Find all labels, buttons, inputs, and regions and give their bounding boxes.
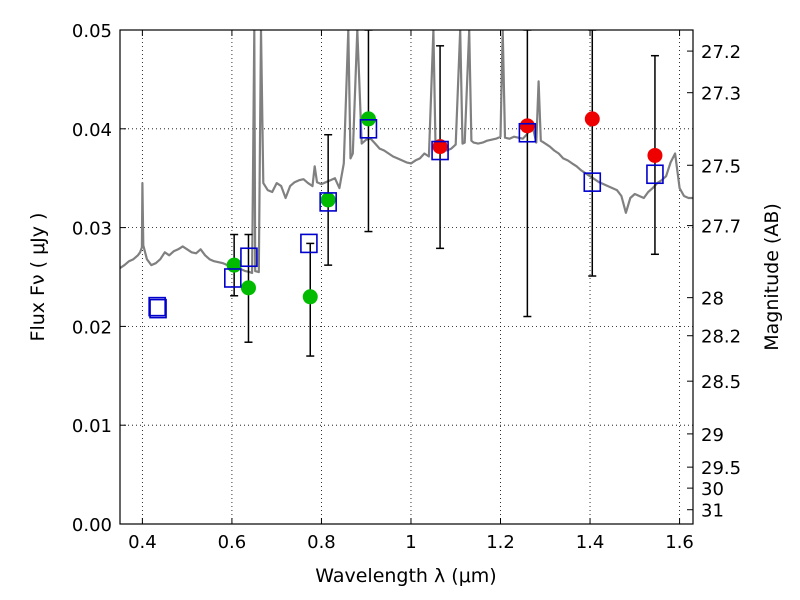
y-tick-label: 0.03	[72, 219, 112, 240]
model-photometry-box	[149, 298, 167, 319]
red-data-point	[519, 118, 535, 134]
model-photometry-box	[518, 122, 537, 143]
x-tick-label: 0.8	[307, 532, 336, 553]
y-tick-label: 0.01	[72, 416, 112, 437]
axis-ticks: 0.4 0.6 0.8 1 1.2 1.4 1.6 0.00 0.01 0.02 0.03 0.04 0…	[72, 21, 741, 553]
mag-tick-label: 28.5	[701, 372, 741, 393]
y2-axis-label: Magnitude (AB)	[761, 203, 783, 351]
model-photometry-box	[319, 192, 337, 212]
mag-tick-label: 27.5	[701, 156, 741, 177]
red-data-point	[647, 147, 663, 163]
model-spectrum-line	[120, 30, 693, 275]
mag-tick-label: 28	[701, 289, 724, 310]
plot-frame	[119, 29, 694, 525]
model-photometry-box	[646, 164, 664, 185]
green-data-point	[302, 289, 318, 305]
x-tick-label: 1.2	[486, 532, 515, 553]
mag-tick-label: 29	[701, 425, 724, 446]
model-photometry-box	[240, 247, 258, 268]
y-tick-label: 0.05	[72, 21, 112, 42]
y-tick-label: 0.02	[72, 317, 112, 338]
red-data-point	[584, 111, 600, 127]
x-tick-label: 0.6	[218, 532, 247, 553]
x-tick-label: 1.6	[665, 532, 694, 553]
mag-tick-label: 29.5	[701, 458, 741, 479]
model-photometry-box	[431, 140, 449, 161]
y-axis-label: Flux Fν ( μJy )	[27, 213, 49, 342]
red-data-point	[432, 139, 448, 155]
model-photometry-box	[583, 172, 602, 192]
model-photometry-box	[300, 233, 318, 254]
model-photometry-box	[148, 296, 166, 317]
model-photometry-box	[359, 119, 378, 139]
green-data-point	[240, 280, 256, 296]
mag-tick-label: 27.2	[701, 42, 741, 63]
mag-tick-label: 31	[701, 501, 724, 522]
mag-tick-label: 28.2	[701, 327, 741, 348]
model-photometry-box	[224, 268, 242, 288]
x-tick-label: 1	[405, 532, 416, 553]
x-tick-label: 0.4	[128, 532, 157, 553]
x-tick-label: 1.4	[576, 532, 605, 553]
y-tick-label: 0.04	[72, 120, 112, 141]
green-data-point	[320, 192, 336, 208]
green-data-point	[360, 111, 376, 127]
y-tick-label: 0.00	[72, 515, 112, 536]
mag-tick-label: 27.3	[701, 84, 741, 105]
plot-background	[120, 30, 693, 524]
green-data-point	[226, 257, 242, 273]
mag-tick-label: 30	[701, 479, 724, 500]
plot-series	[120, 30, 693, 357]
mag-tick-label: 27.7	[701, 217, 741, 238]
x-axis-label: Wavelength λ (μm)	[315, 565, 496, 587]
